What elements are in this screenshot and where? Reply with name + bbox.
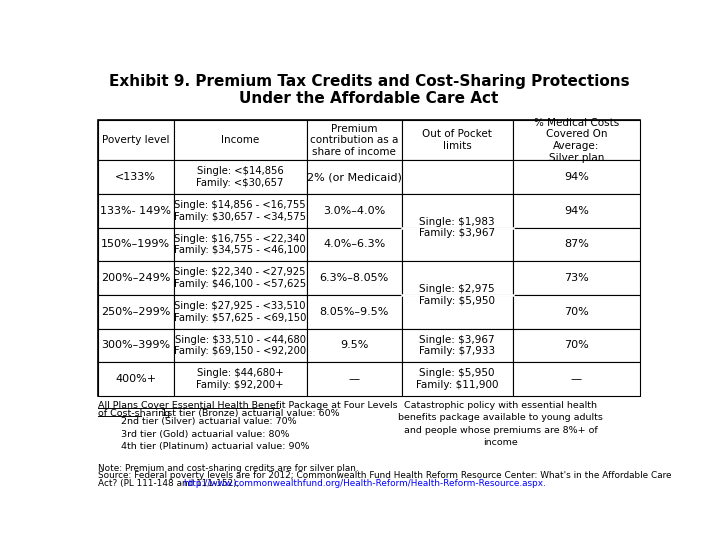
Bar [98,120,174,160]
Text: Note: Premium and cost-sharing credits are for silver plan.: Note: Premium and cost-sharing credits a… [98,464,359,472]
Bar [513,328,640,362]
Text: Single: $14,856 - <16,755
Family: $30,657 - <34,575: Single: $14,856 - <16,755 Family: $30,65… [174,200,306,221]
Bar [402,261,513,295]
Text: —: — [571,374,582,384]
Text: Poverty level: Poverty level [102,135,169,145]
Bar [307,328,402,362]
Text: Act? (PL 111-148 and 111-152),: Act? (PL 111-148 and 111-152), [98,479,242,488]
Bar [98,261,174,295]
Text: Single: $33,510 - <44,680
Family: $69,150 - <92,200: Single: $33,510 - <44,680 Family: $69,15… [174,335,306,356]
Bar [402,362,513,396]
Text: Source: Federal poverty levels are for 2012; Commonwealth Fund Health Reform Res: Source: Federal poverty levels are for 2… [98,471,671,481]
Text: 94%: 94% [564,206,589,216]
Text: Single: $16,755 - <22,340
Family: $34,575 - <46,100: Single: $16,755 - <22,340 Family: $34,57… [174,234,306,255]
Text: Single: $22,340 - <27,925
Family: $46,100 - <57,625: Single: $22,340 - <27,925 Family: $46,10… [174,267,306,289]
Bar [307,295,402,328]
Bar [402,194,513,227]
Bar [307,194,402,227]
Bar [307,120,402,160]
Text: 400%+: 400%+ [115,374,156,384]
Bar [174,295,307,328]
Bar [307,362,402,396]
Bar [307,160,402,194]
Bar [402,160,513,194]
Bar [174,261,307,295]
Text: Exhibit 9. Premium Tax Credits and Cost-Sharing Protections
Under the Affordable: Exhibit 9. Premium Tax Credits and Cost-… [109,74,629,106]
Text: Out of Pocket
limits: Out of Pocket limits [422,130,492,151]
Bar [174,120,307,160]
Bar [98,328,174,362]
Bar [307,227,402,261]
Text: Income: Income [221,135,259,145]
Text: Premium
contribution as a
share of income: Premium contribution as a share of incom… [310,124,398,157]
Text: 70%: 70% [564,340,589,350]
Text: 4.0%–6.3%: 4.0%–6.3% [323,239,385,249]
Bar [402,227,513,261]
Text: % Medical Costs
Covered On
Average:
Silver plan: % Medical Costs Covered On Average: Silv… [534,118,619,163]
Bar [174,362,307,396]
Bar [98,362,174,396]
Text: 73%: 73% [564,273,589,283]
Text: Single: $2,975
Family: $5,950: Single: $2,975 Family: $5,950 [419,284,495,306]
Text: 9.5%: 9.5% [340,340,368,350]
Bar [174,160,307,194]
Bar [513,160,640,194]
Bar [513,120,640,160]
Bar [402,295,513,328]
Bar [513,295,640,328]
Bar [98,295,174,328]
Text: 8.05%–9.5%: 8.05%–9.5% [320,307,389,317]
Text: of Cost-sharing: of Cost-sharing [98,409,170,418]
Text: Single: $5,950
Family: $11,900: Single: $5,950 Family: $11,900 [416,368,498,390]
Text: 2% (or Medicaid): 2% (or Medicaid) [307,172,402,182]
Text: <133%: <133% [115,172,156,182]
Text: Single: $27,925 - <33,510
Family: $57,625 - <69,150: Single: $27,925 - <33,510 Family: $57,62… [174,301,306,322]
Text: 6.3%–8.05%: 6.3%–8.05% [320,273,389,283]
Bar [513,261,640,295]
Text: Single: $44,680+
Family: $92,200+: Single: $44,680+ Family: $92,200+ [197,368,284,390]
Bar [402,328,513,362]
Bar [513,194,640,227]
Text: Catastrophic policy with essential health
benefits package available to young ad: Catastrophic policy with essential healt… [398,401,603,447]
Text: 94%: 94% [564,172,589,182]
Bar [174,328,307,362]
Text: 200%–249%: 200%–249% [101,273,171,283]
Text: 133%- 149%: 133%- 149% [100,206,171,216]
Bar [307,261,402,295]
Bar [98,194,174,227]
Text: All Plans Cover Essential Health Benefit Package at Four Levels: All Plans Cover Essential Health Benefit… [98,401,397,409]
Text: —: — [348,374,360,384]
Text: 3.0%–4.0%: 3.0%–4.0% [323,206,385,216]
Bar [402,120,513,160]
Bar [513,227,640,261]
Text: 300%–399%: 300%–399% [102,340,171,350]
Text: Single: $3,967
Family: $7,933: Single: $3,967 Family: $7,933 [419,335,495,356]
Bar [98,160,174,194]
Text: 150%–199%: 150%–199% [102,239,171,249]
Bar [98,120,640,396]
Bar [513,362,640,396]
Text: Single: $1,983
Family: $3,967: Single: $1,983 Family: $3,967 [419,217,495,238]
Bar [174,194,307,227]
Text: 70%: 70% [564,307,589,317]
Text: 87%: 87% [564,239,589,249]
Text: http://www.commonwealthfund.org/Health-Reform/Health-Reform-Resource.aspx.: http://www.commonwealthfund.org/Health-R… [183,479,546,488]
Bar [174,227,307,261]
Text: 2nd tier (Silver) actuarial value: 70%
3rd tier (Gold) actuarial value: 80%
4th : 2nd tier (Silver) actuarial value: 70% 3… [121,417,310,451]
Text: 250%–299%: 250%–299% [101,307,171,317]
Text: Single: <$14,856
Family: <$30,657: Single: <$14,856 Family: <$30,657 [197,166,284,188]
Bar [98,227,174,261]
Text: : 1st tier (Bronze) actuarial value: 60%: : 1st tier (Bronze) actuarial value: 60% [155,409,340,418]
